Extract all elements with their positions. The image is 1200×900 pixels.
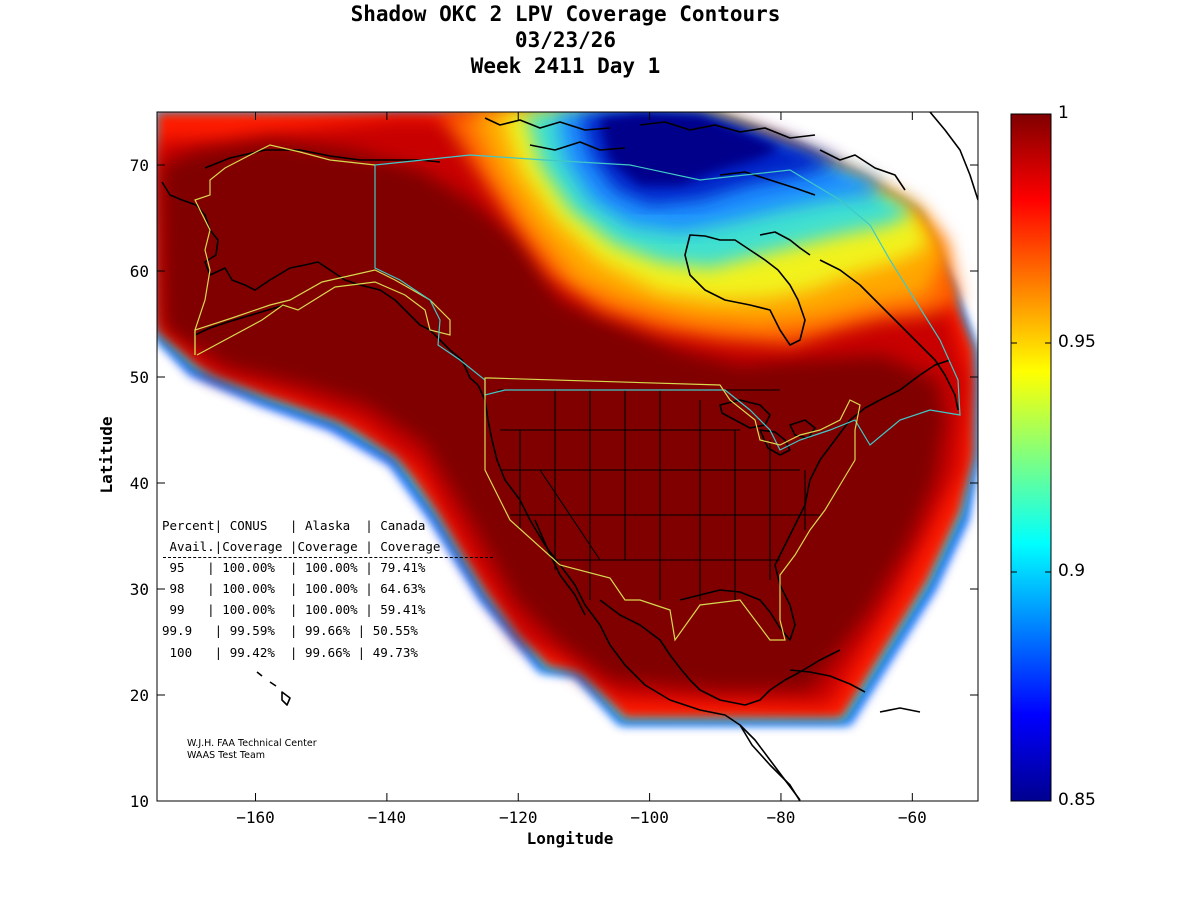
plot-frame (156, 111, 979, 802)
colorbar (1010, 113, 1052, 802)
x-axis-label: Longitude (527, 829, 614, 848)
colorbar-tick-label: 0.95 (1058, 332, 1096, 352)
chart-date: 03/23/26 (514, 28, 617, 52)
x-tick-label: −60 (898, 808, 927, 827)
y-tick-label: 30 (130, 580, 149, 599)
table-divider (163, 557, 493, 558)
y-tick-label: 50 (130, 368, 149, 387)
credit-line1: W.J.H. FAA Technical Center (187, 738, 317, 749)
contour-dark-red-core (160, 140, 945, 690)
x-axis: −160 −140 −120 −100 −80 −60 (236, 112, 927, 827)
colorbar-tick-label: 0.9 (1058, 561, 1086, 581)
y-axis: 10 20 30 40 50 60 70 (130, 156, 978, 811)
y-tick-label: 20 (130, 686, 149, 705)
table-row: 100 | 99.42% | 99.66% | 49.73% (162, 645, 418, 660)
contour-northern-canada (440, 112, 960, 345)
y-tick-label: 70 (130, 156, 149, 175)
x-tick-label: −120 (499, 808, 538, 827)
x-tick-label: −140 (368, 808, 407, 827)
x-tick-label: −100 (630, 808, 669, 827)
service-area-boundaries (194, 144, 961, 642)
y-tick-label: 40 (130, 474, 149, 493)
table-header-line1: Percent| CONUS | Alaska | Canada (162, 518, 426, 533)
colorbar-ticks (1011, 113, 1051, 802)
credit-line2: WAAS Test Team (187, 750, 266, 761)
x-tick-label: −80 (767, 808, 796, 827)
table-row: 99.9 | 99.59% | 99.66% | 50.55% (162, 623, 418, 638)
x-tick-label: −160 (236, 808, 275, 827)
colorbar-tick-label: 1 (1058, 103, 1069, 123)
colorbar-tick-label: 0.85 (1058, 790, 1096, 810)
y-tick-label: 60 (130, 262, 149, 281)
table-header-line2: Avail.|Coverage |Coverage | Coverage (162, 539, 441, 554)
table-row: 95 | 100.00% | 100.00% | 79.41% (162, 560, 426, 575)
state-boundaries (498, 389, 820, 600)
chart-week-day: Week 2411 Day 1 (470, 54, 661, 78)
chart-title: Shadow OKC 2 LPV Coverage Contours (350, 2, 781, 26)
table-row: 98 | 100.00% | 100.00% | 64.63% (162, 581, 426, 596)
y-axis-label: Latitude (97, 416, 116, 493)
table-row: 99 | 100.00% | 100.00% | 59.41% (162, 602, 426, 617)
y-tick-label: 10 (130, 792, 149, 811)
